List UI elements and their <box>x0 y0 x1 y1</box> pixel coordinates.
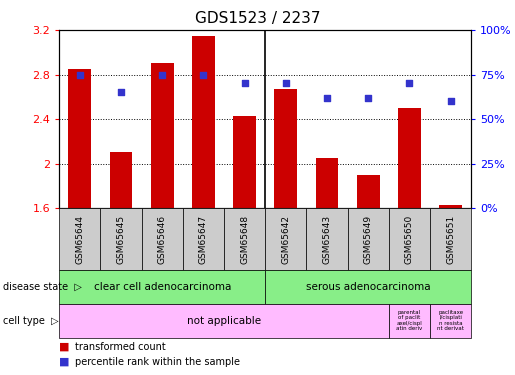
Text: ■: ■ <box>59 342 70 352</box>
Text: cell type  ▷: cell type ▷ <box>3 316 58 326</box>
Point <box>447 98 455 104</box>
Text: GSM65644: GSM65644 <box>75 214 84 264</box>
Point <box>323 95 331 101</box>
Text: serous adenocarcinoma: serous adenocarcinoma <box>306 282 431 292</box>
Text: GSM65643: GSM65643 <box>322 214 332 264</box>
Point <box>76 72 84 78</box>
Point <box>158 72 166 78</box>
Bar <box>110 153 132 208</box>
Bar <box>439 205 462 208</box>
Text: parental
of paclit
axel/cispl
atin deriv: parental of paclit axel/cispl atin deriv <box>397 310 422 331</box>
Text: GSM65647: GSM65647 <box>199 214 208 264</box>
Text: GSM65650: GSM65650 <box>405 214 414 264</box>
Text: GSM65646: GSM65646 <box>158 214 167 264</box>
Point <box>282 81 290 87</box>
Text: GSM65648: GSM65648 <box>240 214 249 264</box>
Bar <box>398 108 421 208</box>
Text: GSM65645: GSM65645 <box>116 214 126 264</box>
Text: clear cell adenocarcinoma: clear cell adenocarcinoma <box>94 282 231 292</box>
Text: GSM65651: GSM65651 <box>446 214 455 264</box>
Bar <box>316 158 338 208</box>
Point <box>405 81 414 87</box>
Bar <box>233 116 256 208</box>
Bar <box>151 63 174 208</box>
Text: GDS1523 / 2237: GDS1523 / 2237 <box>195 11 320 26</box>
Text: GSM65642: GSM65642 <box>281 214 290 264</box>
Point <box>199 72 208 78</box>
Text: percentile rank within the sample: percentile rank within the sample <box>75 357 239 367</box>
Text: paclitaxe
l/cisplati
n resista
nt derivat: paclitaxe l/cisplati n resista nt deriva… <box>437 310 464 331</box>
Text: transformed count: transformed count <box>75 342 165 352</box>
Bar <box>68 69 91 208</box>
Bar <box>274 89 297 208</box>
Bar <box>192 36 215 208</box>
Text: ■: ■ <box>59 357 70 367</box>
Point <box>241 81 249 87</box>
Text: disease state  ▷: disease state ▷ <box>3 282 81 292</box>
Point <box>117 89 125 95</box>
Text: not applicable: not applicable <box>187 316 261 326</box>
Text: GSM65649: GSM65649 <box>364 214 373 264</box>
Point <box>364 95 372 101</box>
Bar <box>357 175 380 208</box>
